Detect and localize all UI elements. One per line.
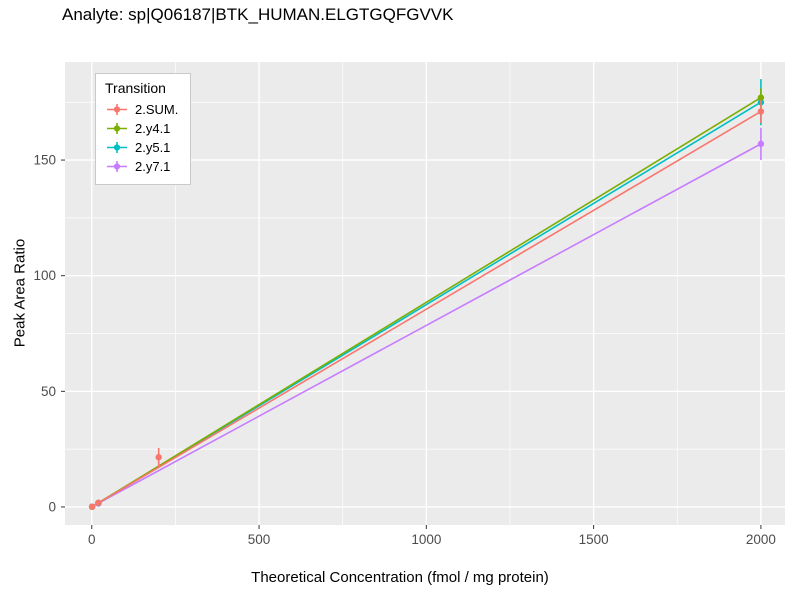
legend-item-label: 2.y5.1	[135, 140, 171, 155]
y-tick-label: 150	[33, 153, 56, 168]
legend-title: Transition	[105, 80, 166, 96]
legend: Transition 2.SUM. 2.y4.1 2.y5.1 2.y7.1	[95, 73, 192, 185]
legend-item-label: 2.y7.1	[135, 159, 171, 174]
legend-item: 2.SUM.	[105, 100, 178, 119]
data-point	[88, 503, 96, 510]
data-point	[757, 94, 765, 101]
x-tick-label: 1500	[579, 532, 609, 547]
legend-item: 2.y5.1	[105, 138, 178, 157]
y-tick-labels: 0 50 100 150	[33, 153, 56, 515]
x-tick-label: 1000	[411, 532, 441, 547]
legend-key-icon	[107, 123, 127, 134]
legend-item-label: 2.y4.1	[135, 121, 171, 136]
regression-line	[91, 143, 762, 508]
y-tick-label: 0	[48, 499, 56, 514]
x-tick-label: 0	[88, 532, 96, 547]
y-tick-label: 100	[33, 268, 56, 283]
regression-line	[91, 110, 762, 508]
data-point	[155, 454, 162, 461]
legend-key-icon	[107, 161, 127, 172]
legend-item: 2.y7.1	[105, 157, 178, 176]
data-point	[757, 140, 765, 148]
legend-key-icon	[107, 104, 127, 115]
legend-items: 2.SUM. 2.y4.1 2.y5.1 2.y7.1	[105, 100, 178, 176]
legend-item-label: 2.SUM.	[135, 102, 179, 117]
x-tick-labels: 0 500 1000 1500 2000	[88, 532, 776, 547]
legend-item: 2.y4.1	[105, 119, 178, 138]
data-point	[757, 108, 765, 115]
axis-ticks	[61, 159, 762, 529]
regression-line	[91, 96, 762, 508]
x-tick-label: 500	[248, 532, 271, 547]
legend-key-icon	[107, 142, 127, 153]
series-2.SUM.	[88, 99, 765, 510]
x-tick-label: 2000	[746, 532, 776, 547]
data-point	[95, 499, 102, 506]
y-tick-label: 50	[41, 384, 56, 399]
chart-title: Analyte: sp|Q06187|BTK_HUMAN.ELGTGQFGVVK	[62, 5, 454, 24]
x-axis-label: Theoretical Concentration (fmol / mg pro…	[251, 569, 549, 586]
